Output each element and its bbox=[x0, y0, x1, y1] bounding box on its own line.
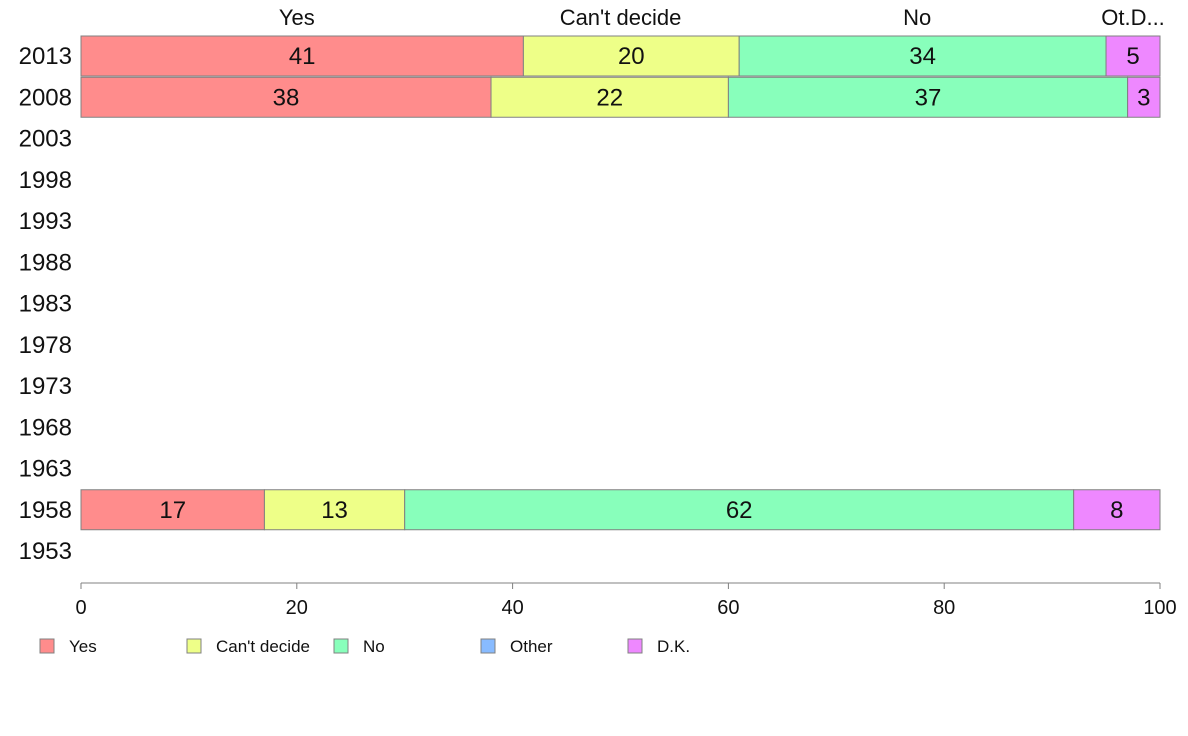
year-label-1993: 1993 bbox=[19, 208, 72, 235]
bar-value-label-2013-4: 5 bbox=[1126, 43, 1139, 70]
bar-segment-1958-4 bbox=[1073, 489, 1161, 531]
year-label-1968: 1968 bbox=[19, 414, 72, 441]
year-label-1998: 1998 bbox=[19, 167, 72, 194]
bar-value-label-1958-4: 8 bbox=[1110, 497, 1123, 524]
top-label-1: Can't decide bbox=[560, 5, 682, 30]
bar-segment-2008-0 bbox=[80, 76, 492, 118]
x-tick-label-20: 20 bbox=[286, 597, 308, 619]
legend-swatch-0 bbox=[39, 638, 55, 654]
top-label-0: Yes bbox=[279, 5, 315, 30]
year-label-1958: 1958 bbox=[19, 497, 72, 524]
bar-value-label-2008-1: 22 bbox=[596, 84, 623, 111]
bar-segment-1958-0 bbox=[80, 489, 265, 531]
bar-value-label-2008-2: 37 bbox=[915, 84, 942, 111]
bar-value-label-1958-1: 13 bbox=[321, 497, 348, 524]
bar-value-label-1958-2: 62 bbox=[726, 497, 753, 524]
bar-segment-2008-1 bbox=[490, 76, 729, 118]
legend-label-2: No bbox=[363, 637, 385, 656]
year-label-2003: 2003 bbox=[19, 126, 72, 153]
legend-label-4: D.K. bbox=[657, 637, 690, 656]
legend-label-1: Can't decide bbox=[216, 637, 310, 656]
year-label-1963: 1963 bbox=[19, 456, 72, 483]
bar-value-label-1958-0: 17 bbox=[159, 497, 186, 524]
bar-segment-2008-2 bbox=[727, 76, 1129, 118]
year-label-1983: 1983 bbox=[19, 291, 72, 318]
year-label-1973: 1973 bbox=[19, 373, 72, 400]
year-label-1988: 1988 bbox=[19, 249, 72, 276]
legend-swatch-4 bbox=[627, 638, 643, 654]
bar-value-label-2008-0: 38 bbox=[273, 84, 300, 111]
top-label-2: No bbox=[903, 5, 931, 30]
x-tick-label-60: 60 bbox=[717, 597, 739, 619]
bar-value-label-2013-0: 41 bbox=[289, 43, 316, 70]
top-label-3: Ot.D... bbox=[1101, 5, 1165, 30]
x-tick-label-100: 100 bbox=[1143, 597, 1176, 619]
year-label-2008: 2008 bbox=[19, 84, 72, 111]
x-tick-label-80: 80 bbox=[933, 597, 955, 619]
legend-label-3: Other bbox=[510, 637, 553, 656]
year-label-1978: 1978 bbox=[19, 332, 72, 359]
x-tick-label-0: 0 bbox=[75, 597, 86, 619]
legend-swatch-1 bbox=[186, 638, 202, 654]
bar-value-label-2013-2: 34 bbox=[909, 43, 936, 70]
legend-swatch-2 bbox=[333, 638, 349, 654]
x-tick-label-40: 40 bbox=[501, 597, 523, 619]
bar-segment-1958-1 bbox=[263, 489, 406, 531]
year-label-1953: 1953 bbox=[19, 538, 72, 565]
bar-segment-2008-4 bbox=[1127, 76, 1161, 118]
legend-swatch-3 bbox=[480, 638, 496, 654]
year-label-2013: 2013 bbox=[19, 43, 72, 70]
bar-segment-2013-2 bbox=[738, 35, 1107, 77]
bar-segment-2013-4 bbox=[1105, 35, 1161, 77]
bar-value-label-2008-4: 3 bbox=[1137, 84, 1150, 111]
bar-value-label-2013-1: 20 bbox=[618, 43, 645, 70]
bar-segment-2013-0 bbox=[80, 35, 524, 77]
bar-segment-2013-1 bbox=[522, 35, 740, 77]
legend-label-0: Yes bbox=[69, 637, 97, 656]
